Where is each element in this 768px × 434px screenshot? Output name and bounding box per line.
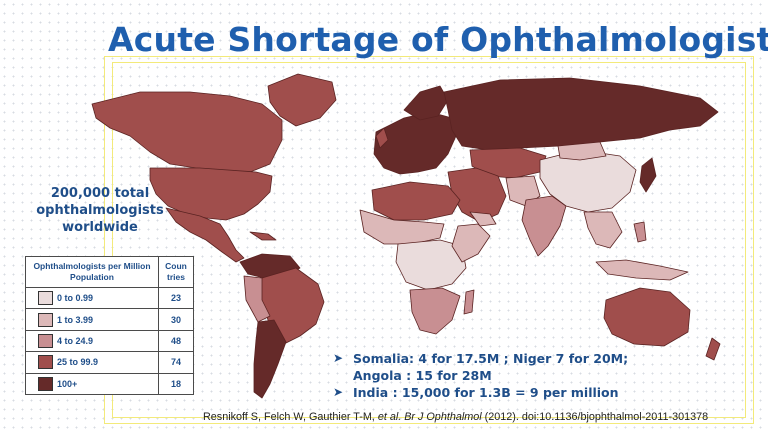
- legend-swatch: [38, 355, 53, 370]
- region-madagascar: [463, 289, 475, 315]
- region-mexico: [165, 207, 245, 263]
- region-southeast-asia: [583, 211, 623, 249]
- legend-row-count: 23: [158, 286, 194, 310]
- total-line-1: 200,000 total: [50, 186, 150, 201]
- region-central-asia: [469, 147, 547, 179]
- note-somalia: ➤ Somalia: 4 for 17.5M ; Niger 7 for 20M…: [333, 350, 628, 367]
- legend-header-row: Ophthalmologists per Million Population …: [25, 256, 194, 288]
- note-india: ➤ India : 15,000 for 1.3B = 9 per millio…: [333, 384, 628, 401]
- region-southern-africa: [409, 287, 461, 335]
- region-india: [521, 195, 567, 257]
- region-central-africa: [395, 239, 467, 291]
- note-angola: Angola : 15 for 28M: [353, 368, 492, 383]
- legend-row-label: 1 to 3.99: [57, 314, 94, 325]
- legend-row: 25 to 99.9 74: [25, 351, 194, 374]
- legend-row-count: 48: [158, 329, 194, 353]
- legend-swatch: [38, 333, 53, 348]
- statistics-notes: ➤ Somalia: 4 for 17.5M ; Niger 7 for 20M…: [333, 350, 628, 401]
- citation-authors: Resnikoff S, Felch W, Gauthier T-M,: [203, 411, 378, 423]
- legend-header-count: Coun tries: [158, 256, 194, 288]
- total-line-3: worldwide: [62, 220, 138, 235]
- legend-row: 1 to 3.99 30: [25, 308, 194, 331]
- region-caribbean: [249, 231, 277, 241]
- region-china: [539, 149, 637, 213]
- legend-row-label: 25 to 99.9: [57, 357, 99, 368]
- legend-header-label: Ophthalmologists per Million Population: [25, 256, 159, 288]
- region-philippines: [633, 221, 647, 243]
- region-europe: [373, 111, 457, 175]
- legend-table: Ophthalmologists per Million Population …: [25, 256, 194, 395]
- note-somalia-text: Somalia: 4 for 17.5M ; Niger 7 for 20M;: [353, 351, 629, 366]
- region-canada: [91, 91, 283, 173]
- total-ophthalmologists-text: 200,000 total ophthalmologists worldwide: [20, 185, 180, 236]
- legend-swatch: [38, 312, 53, 327]
- region-japan: [639, 157, 657, 193]
- legend-row-label: 100+: [57, 378, 78, 389]
- legend-row: 100+ 18: [25, 372, 194, 395]
- region-indonesia: [595, 259, 689, 281]
- legend-row-count: 74: [158, 351, 194, 374]
- region-east-africa: [451, 223, 491, 263]
- citation-doi: (2012). doi:10.1136/bjophthalmol-2011-30…: [481, 411, 709, 423]
- legend-row: 0 to 0.99 23: [25, 286, 194, 310]
- bullet-arrow-icon: ➤: [333, 351, 344, 365]
- legend-row-label: 0 to 0.99: [57, 293, 94, 304]
- legend-swatch: [38, 291, 53, 306]
- citation: Resnikoff S, Felch W, Gauthier T-M, et a…: [203, 411, 708, 423]
- region-mongolia: [557, 141, 607, 161]
- slide-frame-inner: [112, 62, 746, 418]
- legend-row-count: 18: [158, 372, 194, 395]
- region-greenland: [267, 73, 337, 127]
- bullet-arrow-icon: ➤: [333, 385, 344, 399]
- note-india-text: India : 15,000 for 1.3B = 9 per million: [353, 385, 619, 400]
- slide-title: Acute Shortage of Ophthalmologists: [108, 20, 768, 59]
- region-north-africa: [371, 181, 461, 221]
- region-yemen: [469, 211, 497, 227]
- region-sahel: [359, 209, 445, 245]
- citation-journal: et al. Br J Ophthalmol: [377, 411, 482, 423]
- total-line-2: ophthalmologists: [36, 203, 164, 218]
- region-uk: [375, 127, 389, 149]
- slide-frame-outer: [104, 56, 754, 424]
- legend-row-count: 30: [158, 308, 194, 331]
- region-argentina: [253, 319, 287, 399]
- region-russia: [443, 77, 719, 151]
- region-new-zealand: [705, 337, 721, 361]
- region-usa: [149, 167, 273, 221]
- region-peru-bolivia: [243, 275, 271, 323]
- legend-swatch: [38, 376, 53, 391]
- legend-row: 4 to 24.9 48: [25, 329, 194, 353]
- region-australia: [603, 287, 691, 347]
- legend-row-label: 4 to 24.9: [57, 335, 94, 346]
